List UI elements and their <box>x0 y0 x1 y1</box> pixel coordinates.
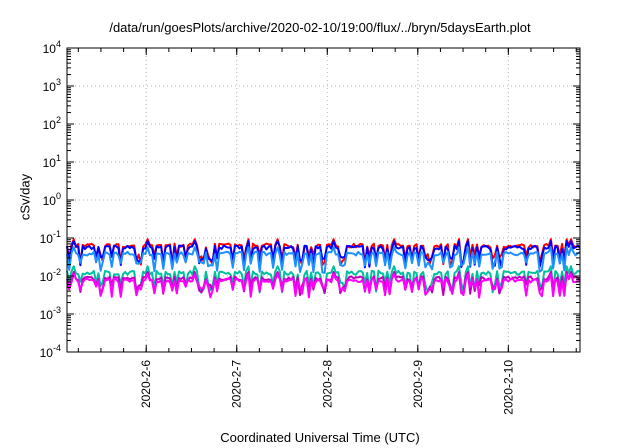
y-axis-label: cSv/day <box>17 173 33 221</box>
y-tick-label: 102 <box>43 115 61 132</box>
y-tick-label: 10-1 <box>40 229 61 246</box>
series-line-1 <box>66 238 581 267</box>
y-tick-label: 10-2 <box>40 267 61 284</box>
axis-ticks <box>67 47 580 353</box>
series-layer <box>66 238 581 299</box>
x-tick-label: 2020-2-10 <box>501 360 515 415</box>
x-tick-labels: 2020-2-6 2020-2-7 2020-2-8 2020-2-9 2020-2-1… <box>139 360 515 415</box>
x-tick-label: 2020-2-9 <box>411 360 425 408</box>
y-tick-label: 104 <box>43 39 61 56</box>
x-tick-label: 2020-2-8 <box>320 360 334 408</box>
grid-lines <box>67 48 580 352</box>
x-tick-label: 2020-2-6 <box>139 360 153 408</box>
series-line-3 <box>66 246 581 274</box>
y-tick-label: 103 <box>43 77 61 94</box>
y-tick-labels: 10-4 10-3 10-2 10-1 100 101 102 103 104 <box>40 39 61 360</box>
x-axis-label: Coordinated Universal Time (UTC) <box>220 430 420 445</box>
series-line-6 <box>66 273 580 299</box>
y-tick-label: 10-3 <box>40 305 61 322</box>
y-tick-label: 100 <box>43 191 61 208</box>
chart-title: /data/run/goesPlots/archive/2020-02-10/1… <box>109 20 531 35</box>
y-tick-label: 101 <box>43 153 61 170</box>
x-tick-label: 2020-2-7 <box>230 360 244 408</box>
y-tick-label: 10-4 <box>40 343 61 360</box>
